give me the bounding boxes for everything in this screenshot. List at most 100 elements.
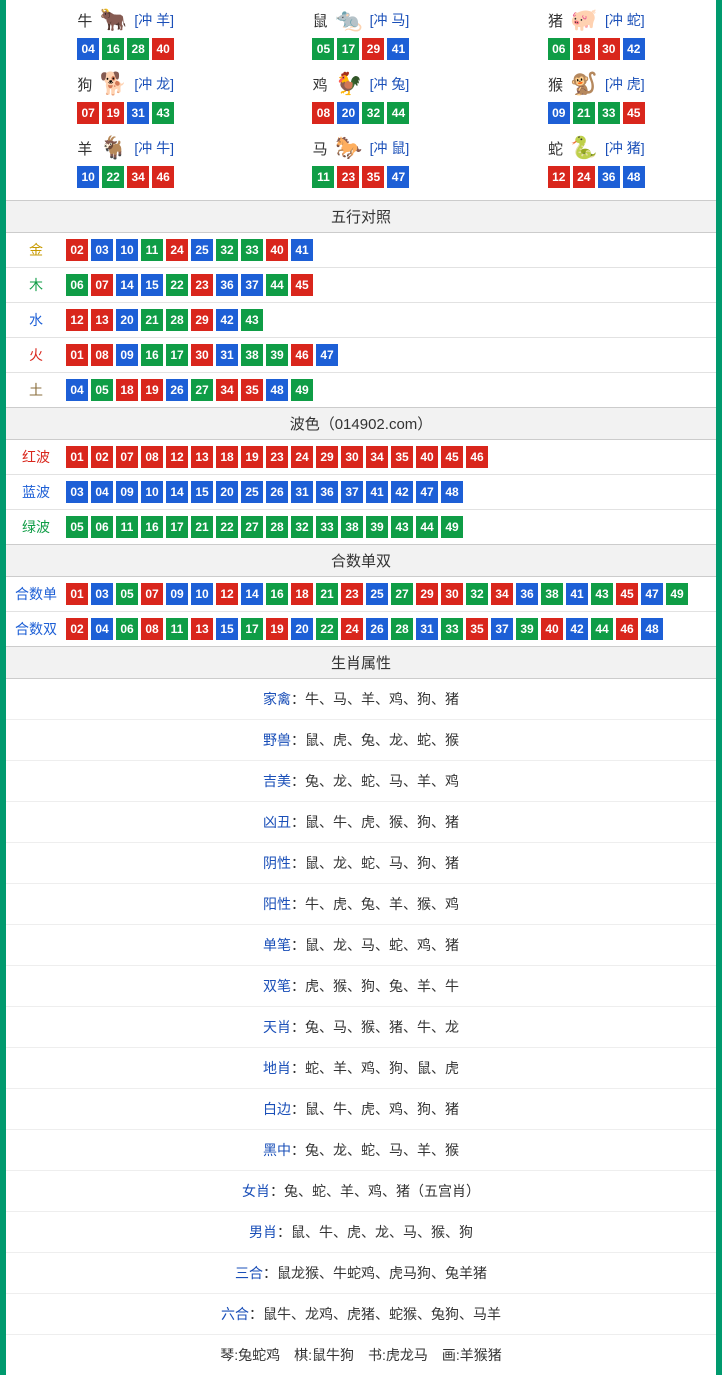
number-ball: 31 (216, 344, 238, 366)
zodiac-cell: 鸡🐓[冲 兔]08203244 (245, 70, 476, 124)
zodiac-name: 蛇 (548, 138, 563, 159)
attr-text: ：鼠牛、龙鸡、虎猪、蛇猴、兔狗、马羊 (249, 1306, 501, 1322)
number-ball: 06 (91, 516, 113, 538)
number-ball: 39 (516, 618, 538, 640)
zodiac-name: 牛 (77, 10, 92, 31)
number-ball: 02 (66, 239, 88, 261)
attr-row: 阴性：鼠、龙、蛇、马、狗、猪 (6, 843, 716, 884)
row-label: 合数双 (14, 619, 58, 639)
number-ball: 32 (362, 102, 384, 124)
heshu-title: 合数单双 (6, 545, 716, 577)
number-ball: 05 (66, 516, 88, 538)
number-ball: 32 (216, 239, 238, 261)
number-ball: 39 (266, 344, 288, 366)
number-ball: 35 (241, 379, 263, 401)
number-ball: 21 (316, 583, 338, 605)
data-row: 红波0102070812131819232429303435404546 (6, 440, 716, 475)
number-ball: 31 (416, 618, 438, 640)
number-ball: 48 (441, 481, 463, 503)
number-ball: 35 (391, 446, 413, 468)
number-ball: 24 (166, 239, 188, 261)
number-ball: 47 (387, 166, 409, 188)
data-row: 绿波05061116172122272832333839434449 (6, 510, 716, 544)
data-row: 合数双0204060811131517192022242628313335373… (6, 612, 716, 646)
number-ball: 23 (337, 166, 359, 188)
number-ball: 42 (623, 38, 645, 60)
attr-row: 三合：鼠龙猴、牛蛇鸡、虎马狗、兔羊猪 (6, 1253, 716, 1294)
number-ball: 11 (312, 166, 334, 188)
heshu-rows: 合数单0103050709101214161821232527293032343… (6, 577, 716, 646)
zodiac-name: 猴 (548, 74, 563, 95)
number-ball: 42 (391, 481, 413, 503)
zodiac-clash: [冲 猪] (605, 138, 645, 158)
number-ball: 45 (441, 446, 463, 468)
number-ball: 10 (116, 239, 138, 261)
zodiac-cell: 狗🐕[冲 龙]07193143 (10, 70, 241, 124)
attr-label: 单笔 (263, 937, 291, 953)
number-ball: 18 (216, 446, 238, 468)
zodiac-cell: 马🐎[冲 鼠]11233547 (245, 134, 476, 188)
number-ball: 43 (591, 583, 613, 605)
number-ball: 48 (623, 166, 645, 188)
row-label: 火 (14, 345, 58, 365)
number-ball: 21 (141, 309, 163, 331)
attr-label: 家禽 (263, 691, 291, 707)
number-ball: 02 (66, 618, 88, 640)
number-ball: 32 (466, 583, 488, 605)
zodiac-balls: 07193143 (10, 102, 241, 124)
row-label: 红波 (14, 447, 58, 467)
number-ball: 08 (141, 618, 163, 640)
number-ball: 21 (191, 516, 213, 538)
number-ball: 40 (416, 446, 438, 468)
number-ball: 07 (77, 102, 99, 124)
number-ball: 20 (291, 618, 313, 640)
number-ball: 43 (241, 309, 263, 331)
number-ball: 26 (166, 379, 188, 401)
zodiac-name: 鼠 (313, 10, 328, 31)
number-ball: 13 (91, 309, 113, 331)
number-ball: 22 (166, 274, 188, 296)
attr-text: ：鼠、龙、蛇、马、狗、猪 (291, 855, 459, 871)
attr-label: 野兽 (263, 732, 291, 748)
row-balls: 06071415222336374445 (66, 274, 313, 296)
zodiac-grid: 牛🐂[冲 羊]04162840鼠🐀[冲 马]05172941猪🐖[冲 蛇]061… (6, 0, 716, 200)
number-ball: 30 (341, 446, 363, 468)
number-ball: 44 (387, 102, 409, 124)
number-ball: 36 (516, 583, 538, 605)
zodiac-balls: 08203244 (245, 102, 476, 124)
number-ball: 29 (416, 583, 438, 605)
attr-label: 白边 (263, 1101, 291, 1117)
number-ball: 08 (91, 344, 113, 366)
zodiac-clash: [冲 兔] (370, 74, 410, 94)
attrs-rows: 家禽：牛、马、羊、鸡、狗、猪野兽：鼠、虎、兔、龙、蛇、猴吉美：兔、龙、蛇、马、羊… (6, 679, 716, 1375)
bose-title: 波色（014902.com） (6, 408, 716, 440)
number-ball: 18 (573, 38, 595, 60)
zodiac-cell: 猴🐒[冲 虎]09213345 (481, 70, 712, 124)
number-ball: 44 (416, 516, 438, 538)
number-ball: 23 (266, 446, 288, 468)
number-ball: 46 (616, 618, 638, 640)
number-ball: 07 (116, 446, 138, 468)
row-balls: 1213202128294243 (66, 309, 263, 331)
number-ball: 23 (341, 583, 363, 605)
attr-text: ：鼠、牛、虎、龙、马、猴、狗 (277, 1224, 473, 1240)
zodiac-clash: [冲 虎] (605, 74, 645, 94)
number-ball: 16 (141, 516, 163, 538)
row-label: 水 (14, 310, 58, 330)
number-ball: 15 (216, 618, 238, 640)
number-ball: 06 (116, 618, 138, 640)
number-ball: 40 (541, 618, 563, 640)
number-ball: 12 (216, 583, 238, 605)
number-ball: 04 (91, 481, 113, 503)
number-ball: 26 (366, 618, 388, 640)
number-ball: 07 (141, 583, 163, 605)
zodiac-balls: 04162840 (10, 38, 241, 60)
data-row: 土04051819262734354849 (6, 373, 716, 407)
number-ball: 17 (241, 618, 263, 640)
number-ball: 05 (116, 583, 138, 605)
number-ball: 46 (466, 446, 488, 468)
attr-row: 地肖：蛇、羊、鸡、狗、鼠、虎 (6, 1048, 716, 1089)
zodiac-cell: 猪🐖[冲 蛇]06183042 (481, 6, 712, 60)
zodiac-name: 猪 (548, 10, 563, 31)
zodiac-balls: 10223446 (10, 166, 241, 188)
